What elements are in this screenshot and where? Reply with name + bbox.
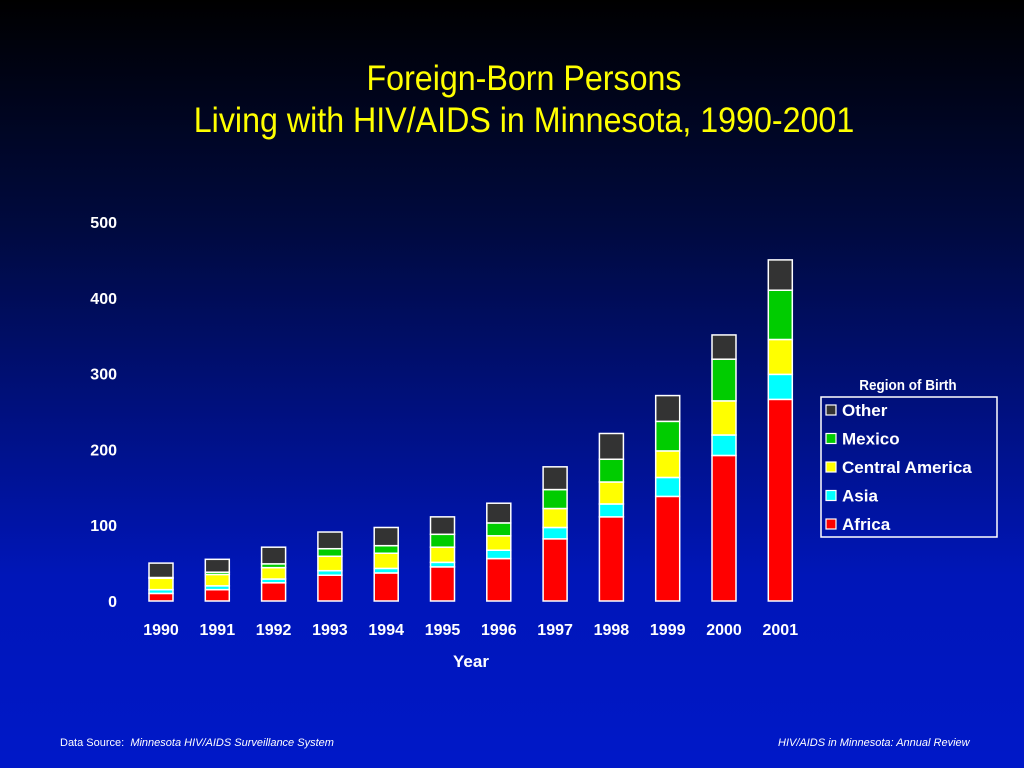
y-tick-label-500: 500 — [90, 215, 117, 232]
data-source-label: Data Source: — [60, 737, 125, 749]
bar-1999-mexico — [654, 420, 681, 452]
bar-2000-mexico — [711, 358, 737, 402]
bar-1993-mexico — [317, 547, 343, 558]
legend-swatch-central-america — [825, 461, 837, 473]
bar-2000-central-america — [711, 400, 737, 436]
bar-1997-central-america — [542, 507, 568, 529]
y-tick-label-100: 100 — [90, 518, 117, 535]
legend-label-asia: Asia — [842, 487, 878, 506]
bar-1997-mexico — [542, 488, 568, 510]
bar-1995-africa — [429, 566, 456, 602]
x-tick-label-1998: 1998 — [594, 622, 630, 639]
bar-1994-central-america — [373, 552, 399, 570]
x-tick-label-1995: 1995 — [425, 622, 461, 639]
bar-1993-central-america — [317, 555, 343, 572]
bar-1998-africa — [598, 516, 625, 602]
legend-swatch-africa — [825, 518, 837, 530]
bar-1991-other — [204, 558, 231, 573]
bar-1994-other — [373, 526, 399, 547]
bar-1999-asia — [654, 476, 681, 498]
bar-1991-central-america — [204, 573, 231, 587]
bar-2001-asia — [767, 373, 794, 401]
bar-2001-mexico — [767, 289, 794, 341]
x-tick-label-1992: 1992 — [256, 622, 292, 639]
bar-1997-other — [542, 466, 568, 491]
bar-2000-asia — [711, 434, 737, 457]
bar-1995-other — [429, 516, 456, 536]
data-source-value: Minnesota HIV/AIDS Surveillance System — [130, 737, 334, 749]
y-tick-label-0: 0 — [108, 594, 117, 611]
bar-1996-other — [486, 502, 512, 524]
bar-1993-other — [317, 531, 343, 550]
legend-swatch-mexico — [825, 432, 837, 445]
bar-1990-central-america — [148, 577, 174, 591]
bar-2000-other — [711, 334, 737, 360]
bar-1992-africa — [260, 582, 287, 602]
legend-label-africa: Africa — [842, 515, 891, 534]
legend-label-central-america: Central America — [842, 458, 972, 477]
chart-title-line-1: Foreign-Born Persons — [366, 59, 682, 98]
bar-1999-other — [654, 394, 681, 423]
bar-1996-mexico — [486, 522, 512, 537]
bar-2001-other — [767, 259, 794, 291]
bar-1994-africa — [373, 572, 399, 602]
bar-1996-asia — [486, 549, 512, 560]
bar-1998-central-america — [598, 481, 625, 505]
y-tick-label-200: 200 — [90, 442, 117, 459]
bar-1999-africa — [654, 495, 681, 602]
x-tick-label-2001: 2001 — [763, 622, 799, 639]
bar-1998-mexico — [598, 458, 625, 483]
legend-title: Region of Birth — [859, 377, 956, 394]
bar-1999-central-america — [654, 450, 681, 479]
legend-label-mexico: Mexico — [842, 430, 900, 449]
x-tick-label-1991: 1991 — [200, 622, 236, 639]
chart-title: Foreign-Born Persons Living with HIV/AID… — [42, 58, 1006, 142]
legend-swatch-asia — [825, 489, 837, 502]
bar-1998-asia — [598, 503, 625, 518]
x-tick-label-1997: 1997 — [537, 622, 573, 639]
y-tick-label-300: 300 — [90, 367, 117, 384]
data-source-footer: Data Source: Minnesota HIV/AIDS Surveill… — [60, 737, 334, 749]
x-tick-label-1994: 1994 — [368, 622, 404, 639]
bar-2000-africa — [711, 454, 737, 602]
bar-1995-central-america — [429, 546, 456, 564]
bar-1994-mexico — [373, 544, 399, 554]
x-tick-label-1996: 1996 — [481, 622, 517, 639]
bar-1995-mexico — [429, 533, 456, 548]
bar-1990-africa — [148, 592, 174, 602]
x-tick-label-1993: 1993 — [312, 622, 348, 639]
bar-1992-central-america — [260, 566, 287, 580]
bar-2001-central-america — [767, 338, 794, 376]
bar-1996-central-america — [486, 535, 512, 551]
x-tick-label-1999: 1999 — [650, 622, 686, 639]
bar-1990-other — [148, 562, 174, 579]
x-axis-label: Year — [453, 652, 489, 671]
legend-box — [820, 396, 998, 538]
bar-1996-africa — [486, 557, 512, 602]
x-tick-label-2000: 2000 — [706, 622, 742, 639]
x-tick-label-1990: 1990 — [143, 622, 179, 639]
bar-2001-africa — [767, 398, 794, 602]
bar-1998-other — [598, 432, 625, 461]
bar-1992-other — [260, 546, 287, 565]
legend-label-other: Other — [842, 401, 888, 420]
legend-swatch-other — [825, 404, 837, 416]
y-tick-label-400: 400 — [90, 291, 117, 308]
report-name-footer: HIV/AIDS in Minnesota: Annual Review — [778, 737, 970, 749]
bar-1993-africa — [317, 574, 343, 602]
bar-1991-africa — [204, 588, 231, 602]
chart-title-line-2: Living with HIV/AIDS in Minnesota, 1990-… — [193, 101, 855, 140]
bar-1997-asia — [542, 526, 568, 540]
bar-1997-africa — [542, 538, 568, 602]
